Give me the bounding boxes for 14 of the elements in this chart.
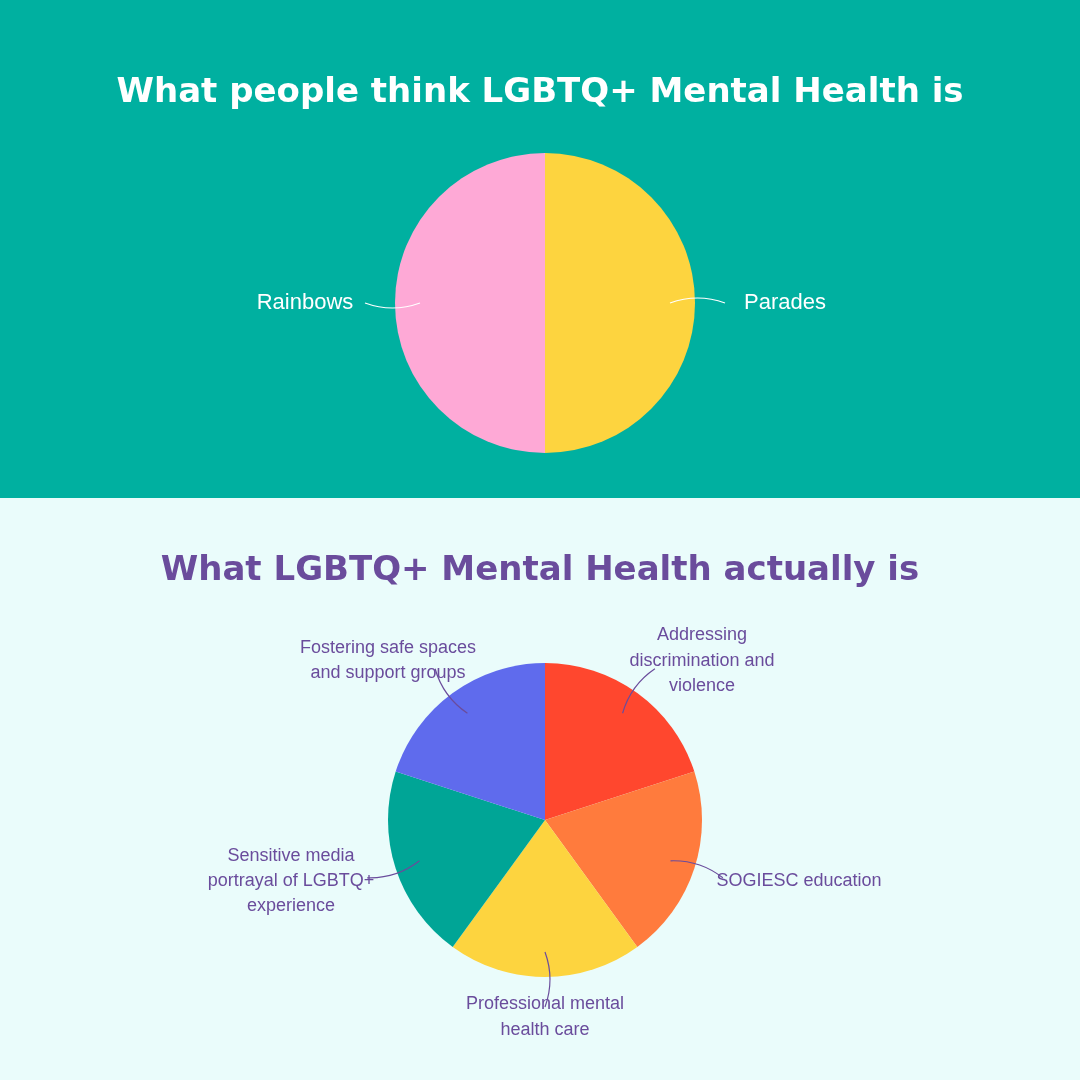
pie-slice — [452, 820, 638, 977]
pie-slice — [545, 153, 695, 453]
slice-label: SOGIESC education — [716, 869, 882, 890]
slice-label: Fostering safe spaces and support groups — [300, 636, 477, 682]
pie-slice — [388, 771, 545, 948]
pie-slice — [395, 153, 545, 453]
slice-label: Parades — [744, 288, 826, 314]
slice-label: Professional mental health care — [465, 993, 625, 1039]
slice-label: Sensitive media portrayal of LGBTQ+ experience — [207, 844, 375, 915]
chart-title: What people think LGBTQ+ Mental Health is — [115, 70, 965, 110]
pie-slice — [545, 771, 702, 948]
chart-title: What LGBTQ+ Mental Health actually is — [159, 548, 921, 588]
slice-label: Addressing discrimination and violence — [629, 624, 775, 695]
slice-label: Rainbows — [256, 288, 354, 314]
